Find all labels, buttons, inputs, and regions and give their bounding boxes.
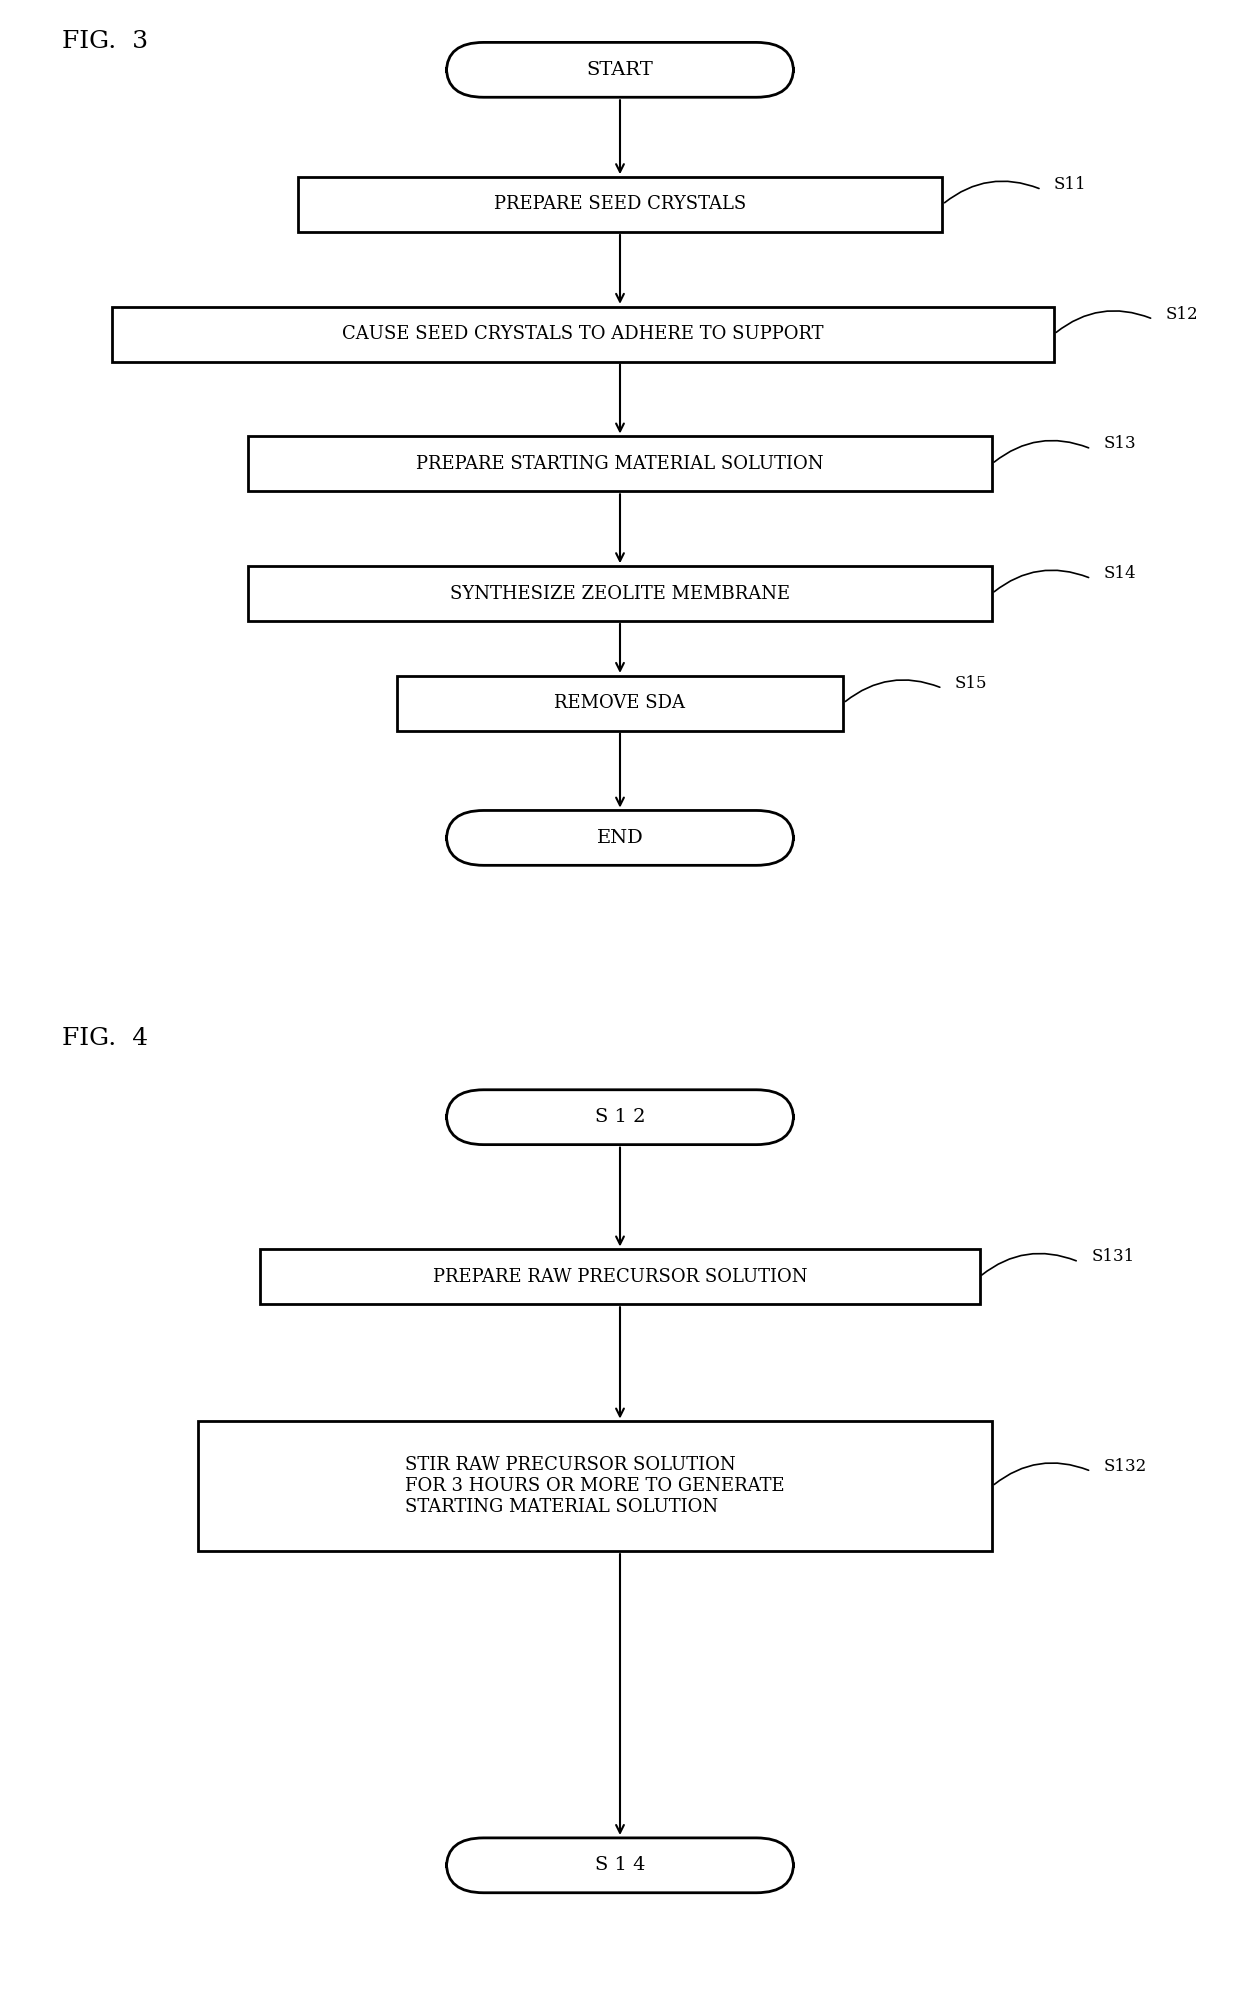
Text: PREPARE RAW PRECURSOR SOLUTION: PREPARE RAW PRECURSOR SOLUTION (433, 1267, 807, 1287)
Text: START: START (587, 60, 653, 80)
Text: FIG.  3: FIG. 3 (62, 30, 148, 54)
Text: S132: S132 (1104, 1458, 1147, 1474)
Text: S13: S13 (1104, 435, 1136, 453)
Text: S131: S131 (1091, 1249, 1135, 1265)
Bar (112, 307, 1054, 361)
Text: S12: S12 (1166, 305, 1198, 323)
Bar (198, 1420, 992, 1552)
Text: PREPARE SEED CRYSTALS: PREPARE SEED CRYSTALS (494, 196, 746, 213)
Bar (397, 676, 843, 730)
Text: STIR RAW PRECURSOR SOLUTION
FOR 3 HOURS OR MORE TO GENERATE
STARTING MATERIAL SO: STIR RAW PRECURSOR SOLUTION FOR 3 HOURS … (405, 1456, 785, 1516)
Bar (298, 178, 942, 231)
Bar (248, 437, 992, 491)
Text: REMOVE SDA: REMOVE SDA (554, 694, 686, 712)
Text: END: END (596, 828, 644, 848)
Bar (248, 567, 992, 620)
FancyBboxPatch shape (446, 810, 794, 866)
Text: SYNTHESIZE ZEOLITE MEMBRANE: SYNTHESIZE ZEOLITE MEMBRANE (450, 585, 790, 602)
Text: S 1 2: S 1 2 (595, 1107, 645, 1127)
Text: S15: S15 (955, 674, 987, 692)
FancyBboxPatch shape (446, 1837, 794, 1893)
Text: PREPARE STARTING MATERIAL SOLUTION: PREPARE STARTING MATERIAL SOLUTION (417, 455, 823, 473)
Text: FIG.  4: FIG. 4 (62, 1027, 148, 1051)
Bar (260, 1249, 980, 1305)
FancyBboxPatch shape (446, 42, 794, 98)
FancyBboxPatch shape (446, 1089, 794, 1145)
Text: S 1 4: S 1 4 (595, 1855, 645, 1875)
Text: S14: S14 (1104, 565, 1136, 583)
Text: CAUSE SEED CRYSTALS TO ADHERE TO SUPPORT: CAUSE SEED CRYSTALS TO ADHERE TO SUPPORT (342, 325, 823, 343)
Text: S11: S11 (1054, 176, 1086, 194)
